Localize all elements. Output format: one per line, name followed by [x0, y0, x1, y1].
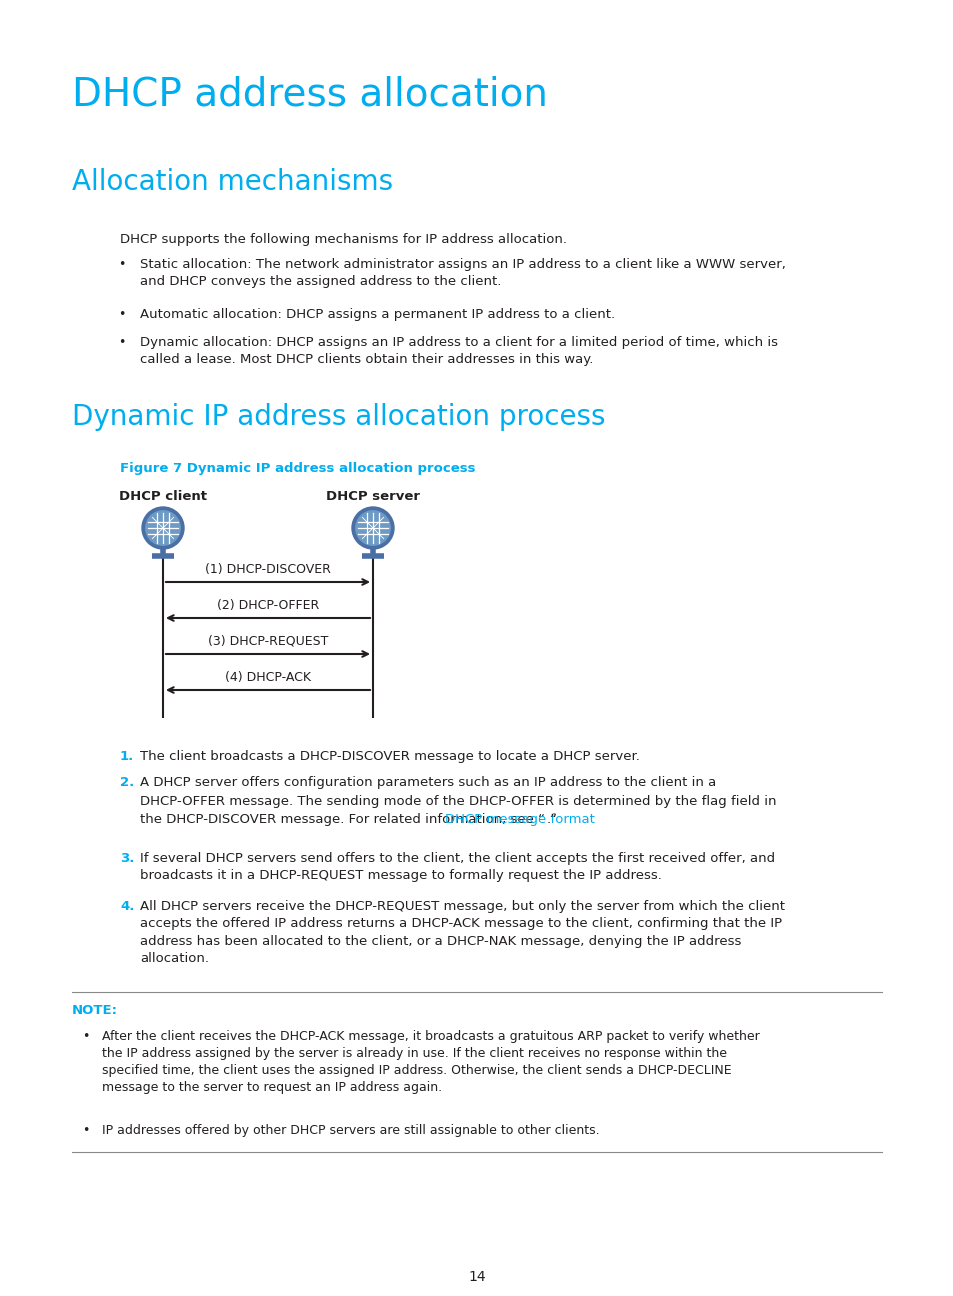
Text: All DHCP servers receive the DHCP-REQUEST message, but only the server from whic: All DHCP servers receive the DHCP-REQUES…: [140, 899, 784, 966]
Text: Dynamic allocation: DHCP assigns an IP address to a client for a limited period : Dynamic allocation: DHCP assigns an IP a…: [140, 336, 778, 367]
Text: Allocation mechanisms: Allocation mechanisms: [71, 168, 393, 196]
Text: •: •: [118, 258, 125, 271]
Text: •: •: [118, 308, 125, 321]
Text: 2.: 2.: [120, 776, 134, 789]
Text: Automatic allocation: DHCP assigns a permanent IP address to a client.: Automatic allocation: DHCP assigns a per…: [140, 308, 615, 321]
Text: The client broadcasts a DHCP-DISCOVER message to locate a DHCP server.: The client broadcasts a DHCP-DISCOVER me…: [140, 750, 639, 763]
Circle shape: [352, 507, 394, 550]
Text: Dynamic IP address allocation process: Dynamic IP address allocation process: [71, 403, 605, 432]
Text: (1) DHCP-DISCOVER: (1) DHCP-DISCOVER: [205, 562, 331, 575]
Text: DHCP supports the following mechanisms for IP address allocation.: DHCP supports the following mechanisms f…: [120, 233, 566, 246]
Text: After the client receives the DHCP-ACK message, it broadcasts a gratuitous ARP p: After the client receives the DHCP-ACK m…: [102, 1030, 759, 1094]
Text: 4.: 4.: [120, 899, 134, 912]
Text: A DHCP server offers configuration parameters such as an IP address to the clien: A DHCP server offers configuration param…: [140, 776, 716, 789]
Text: .”: .”: [546, 813, 557, 826]
Text: DHCP address allocation: DHCP address allocation: [71, 75, 547, 113]
Text: •: •: [82, 1030, 90, 1043]
Text: DHCP client: DHCP client: [119, 490, 207, 503]
Text: •: •: [82, 1124, 90, 1137]
Text: NOTE:: NOTE:: [71, 1004, 118, 1017]
Text: DHCP server: DHCP server: [326, 490, 419, 503]
Text: (3) DHCP-REQUEST: (3) DHCP-REQUEST: [208, 635, 328, 648]
Circle shape: [142, 507, 184, 550]
Text: DHCP message format: DHCP message format: [444, 813, 595, 826]
Text: (4) DHCP-ACK: (4) DHCP-ACK: [225, 671, 311, 684]
Text: •: •: [118, 336, 125, 349]
Text: (2) DHCP-OFFER: (2) DHCP-OFFER: [216, 599, 319, 612]
Text: the DHCP-DISCOVER message. For related information, see “: the DHCP-DISCOVER message. For related i…: [140, 813, 544, 826]
Circle shape: [146, 511, 180, 546]
Text: Static allocation: The network administrator assigns an IP address to a client l: Static allocation: The network administr…: [140, 258, 785, 289]
Text: If several DHCP servers send offers to the client, the client accepts the first : If several DHCP servers send offers to t…: [140, 851, 774, 883]
Text: 14: 14: [468, 1270, 485, 1284]
Text: DHCP-OFFER message. The sending mode of the DHCP-OFFER is determined by the flag: DHCP-OFFER message. The sending mode of …: [140, 794, 776, 807]
Text: IP addresses offered by other DHCP servers are still assignable to other clients: IP addresses offered by other DHCP serve…: [102, 1124, 599, 1137]
Text: Figure 7 Dynamic IP address allocation process: Figure 7 Dynamic IP address allocation p…: [120, 461, 475, 476]
Text: 3.: 3.: [120, 851, 134, 864]
Circle shape: [355, 511, 390, 546]
Text: 1.: 1.: [120, 750, 134, 763]
